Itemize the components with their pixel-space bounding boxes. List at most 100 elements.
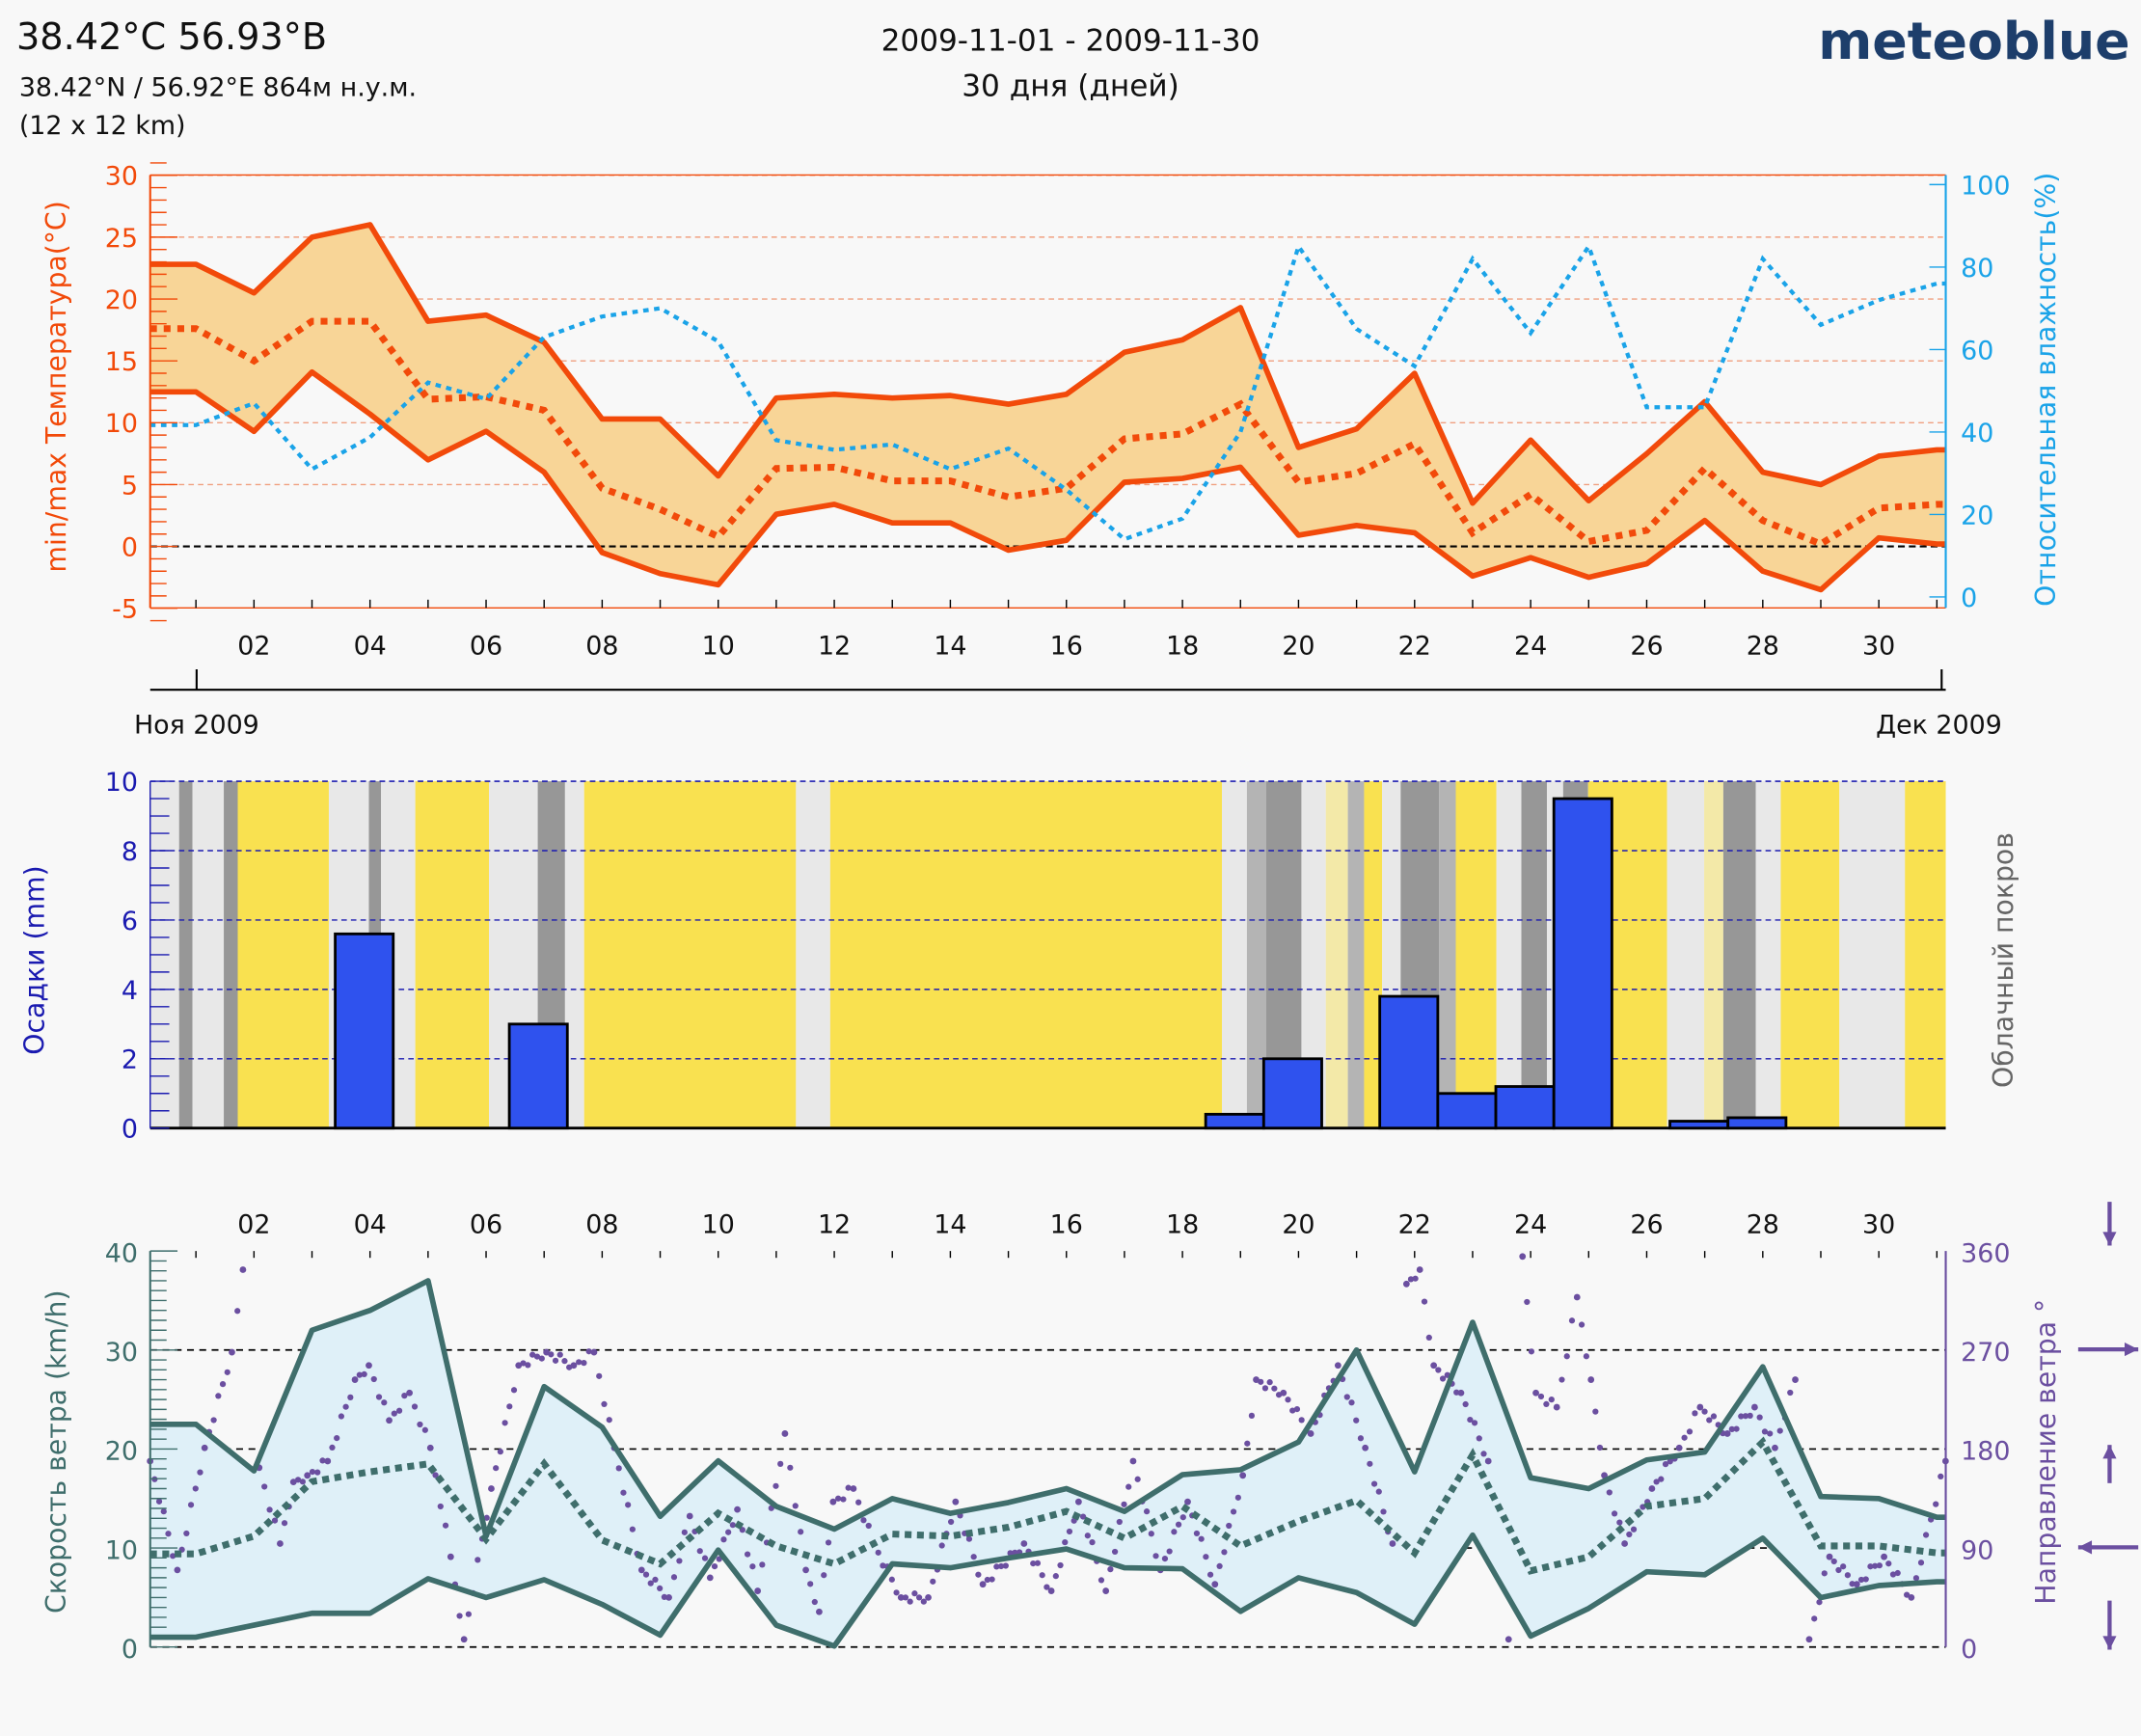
arrow-left-icon-head — [2077, 1540, 2093, 1555]
cloud-cover-segment — [1222, 781, 1247, 1128]
precipitation-axis-title: Осадки (mm) — [18, 865, 50, 1054]
wind-direction-point — [1630, 1526, 1638, 1533]
wind-speed-tick-label: 0 — [122, 1635, 138, 1665]
wind-direction-point — [1844, 1572, 1851, 1579]
wind-direction-point — [1710, 1413, 1718, 1420]
cloud-cover-segment — [796, 781, 830, 1128]
wind-direction-point — [1519, 1253, 1527, 1261]
wind-direction-point — [266, 1506, 273, 1513]
wind-direction-point — [1047, 1587, 1055, 1594]
precipitation-bar — [1668, 1120, 1730, 1130]
wind-direction-point — [1193, 1530, 1201, 1537]
day-label: 08 — [585, 1210, 618, 1240]
wind-direction-point — [1353, 1417, 1360, 1424]
precipitation-tick-label: 0 — [122, 1115, 138, 1145]
wind-direction-point — [386, 1417, 393, 1424]
wind-direction-point — [520, 1360, 527, 1367]
wind-range-fill — [149, 1281, 1946, 1646]
wind-direction-point — [1198, 1535, 1205, 1542]
precipitation-bar — [1436, 1092, 1498, 1130]
wind-direction-point — [1772, 1444, 1778, 1451]
wind-direction-point — [1375, 1488, 1382, 1495]
wind-direction-point — [1742, 1413, 1749, 1420]
humidity-tick-label: 80 — [1961, 254, 1993, 284]
wind-direction-point — [1917, 1560, 1925, 1566]
wind-direction-point — [1537, 1393, 1545, 1400]
wind-direction-point — [314, 1469, 321, 1476]
wind-direction-point — [437, 1503, 444, 1510]
wind-direction-point — [1129, 1457, 1137, 1465]
grid-resolution: (12 x 12 km) — [19, 111, 186, 141]
wind-direction-point — [442, 1522, 449, 1529]
cloud-cover-segment — [583, 781, 797, 1128]
wind-direction-point — [289, 1478, 297, 1486]
wind-direction-point — [686, 1512, 693, 1520]
wind-direction-point — [1750, 1403, 1758, 1411]
wind-direction-point — [696, 1548, 703, 1555]
wind-direction-tick-label: 180 — [1961, 1437, 2010, 1467]
wind-chart: 02 04 06 08 10 12 14 16 18 20 22 24 26 28 30 40 30 20 10 0 3… — [105, 1210, 2011, 1665]
wind-direction-point — [1696, 1403, 1704, 1411]
wind-direction-point — [1686, 1428, 1694, 1435]
temperature-tick-label: 0 — [122, 532, 138, 562]
day-label: 16 — [1050, 631, 1083, 661]
wind-direction-point — [975, 1571, 982, 1578]
wind-direction-point — [920, 1598, 927, 1605]
wind-direction-point — [1840, 1563, 1847, 1570]
wind-direction-point — [201, 1444, 208, 1451]
wind-direction-point — [1480, 1451, 1487, 1457]
wind-direction-point — [989, 1576, 995, 1583]
humidity-tick-label: 0 — [1961, 583, 1977, 613]
wind-direction-point — [417, 1421, 423, 1428]
wind-direction-point — [893, 1589, 900, 1596]
humidity-line — [149, 241, 1946, 542]
wind-direction-point — [629, 1526, 636, 1533]
wind-direction-point — [1230, 1508, 1237, 1515]
wind-direction-point — [277, 1540, 284, 1547]
wind-direction-point — [324, 1457, 332, 1465]
wind-direction-point — [1938, 1473, 1944, 1480]
wind-direction-point — [1876, 1562, 1883, 1569]
wind-direction-point — [1606, 1489, 1613, 1496]
wind-direction-point — [952, 1498, 960, 1505]
wind-direction-point — [606, 1417, 612, 1424]
day-label: 22 — [1398, 1210, 1431, 1240]
cloud-cover-segment — [829, 781, 1223, 1128]
wind-direction-point — [401, 1393, 408, 1399]
wind-direction-point — [1761, 1428, 1769, 1435]
wind-direction-point — [576, 1359, 583, 1366]
wind-direction-point — [1667, 1458, 1673, 1465]
wind-direction-point — [1107, 1566, 1114, 1573]
max-temperature-line — [149, 222, 1946, 506]
arrow-down-icon-head — [2102, 1636, 2117, 1650]
day-label: 02 — [237, 1210, 270, 1240]
wind-direction-point — [234, 1308, 241, 1315]
wind-direction-point — [835, 1495, 842, 1502]
day-label: 06 — [470, 631, 502, 661]
wind-direction-point — [1747, 1412, 1753, 1420]
wind-direction-point — [406, 1389, 414, 1397]
wind-direction-point — [855, 1499, 862, 1505]
wind-direction-point — [829, 1498, 837, 1505]
temperature-range-fill — [149, 225, 1946, 590]
temperature-tick-label: -5 — [112, 595, 138, 625]
wind-direction-point — [1089, 1538, 1096, 1546]
wind-direction-point — [1872, 1562, 1879, 1569]
wind-direction-point — [1738, 1413, 1745, 1420]
location-detail: 38.42°N / 56.92°E 864м н.у.м. — [19, 72, 417, 102]
wind-direction-point — [754, 1587, 762, 1594]
wind-direction-point — [239, 1266, 247, 1273]
humidity-axis-title: Относительная влажность(%) — [2030, 173, 2062, 607]
temperature-humidity-chart: 30 25 20 15 10 5 0 -5 100 80 60 40 20 0 02 04 06 08 10 12 14… — [105, 162, 2011, 662]
wind-direction-point — [1002, 1562, 1009, 1569]
wind-direction-point — [197, 1469, 203, 1476]
wind-direction-point — [174, 1566, 181, 1574]
wind-direction-point — [356, 1371, 363, 1378]
wind-direction-point — [984, 1576, 990, 1584]
wind-direction-point — [570, 1362, 578, 1370]
wind-direction-point — [1334, 1362, 1342, 1370]
wind-direction-point — [1889, 1571, 1897, 1578]
precipitation-bar — [334, 932, 395, 1130]
wind-direction-point — [807, 1581, 814, 1587]
cloud-cover-segment — [1347, 781, 1365, 1128]
